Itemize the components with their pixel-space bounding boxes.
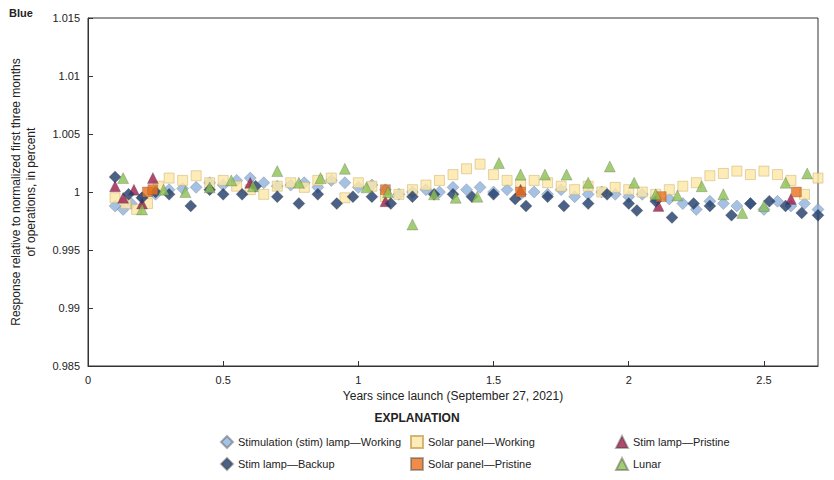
svg-text:Years since launch (September: Years since launch (September 27, 2021) xyxy=(343,389,563,403)
svg-text:Stim lamp—Pristine: Stim lamp—Pristine xyxy=(633,436,730,448)
svg-text:1: 1 xyxy=(355,374,361,386)
svg-text:EXPLANATION: EXPLANATION xyxy=(374,411,459,425)
svg-text:of operations, in percent: of operations, in percent xyxy=(24,127,38,256)
svg-text:0.995: 0.995 xyxy=(52,244,80,256)
svg-text:0: 0 xyxy=(85,374,91,386)
svg-text:2: 2 xyxy=(626,374,632,386)
svg-text:0.985: 0.985 xyxy=(52,360,80,372)
svg-text:1: 1 xyxy=(74,186,80,198)
svg-text:1.01: 1.01 xyxy=(59,70,80,82)
svg-text:Blue: Blue xyxy=(9,7,33,19)
svg-text:Lunar: Lunar xyxy=(633,458,661,470)
svg-text:1.5: 1.5 xyxy=(486,374,501,386)
svg-text:0.5: 0.5 xyxy=(216,374,231,386)
svg-text:1.015: 1.015 xyxy=(52,12,80,24)
svg-text:0.99: 0.99 xyxy=(59,302,80,314)
svg-text:Stim lamp—Backup: Stim lamp—Backup xyxy=(238,458,335,470)
svg-text:1.005: 1.005 xyxy=(52,128,80,140)
svg-text:Solar panel—Pristine: Solar panel—Pristine xyxy=(428,458,531,470)
svg-text:Stimulation (stim) lamp—Workin: Stimulation (stim) lamp—Working xyxy=(238,436,401,448)
svg-text:2.5: 2.5 xyxy=(756,374,771,386)
svg-text:Response relative to normalize: Response relative to normalized first th… xyxy=(9,58,23,325)
svg-text:Solar panel—Working: Solar panel—Working xyxy=(428,436,535,448)
